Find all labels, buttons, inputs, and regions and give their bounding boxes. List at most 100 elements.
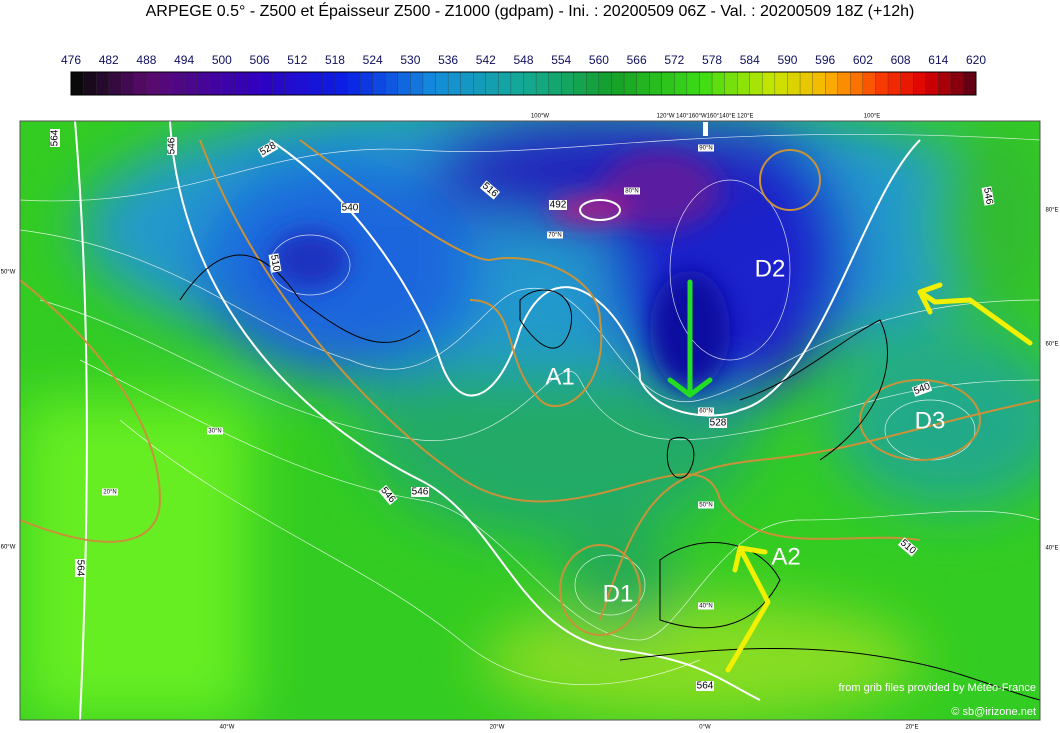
contour-label: 564 <box>50 129 61 146</box>
colorbar-cell <box>850 71 864 96</box>
graticule-label: 120°W 140°160°W160°140°E 120°E <box>656 114 753 120</box>
contour-label: 528 <box>710 418 727 429</box>
contour-label: 546 <box>412 487 429 498</box>
colorbar-cell <box>837 71 851 96</box>
colorbar-cell <box>246 71 260 96</box>
colorbar-cell <box>573 71 587 96</box>
pressure-system-label: A2 <box>771 543 800 570</box>
colorbar-cell <box>887 71 902 96</box>
colorbar-cell <box>347 71 361 96</box>
graticule-label: 60°E <box>1045 342 1058 348</box>
colorbar-cell <box>636 71 650 96</box>
contour-label-bg <box>911 381 933 397</box>
colorbar-cell <box>397 71 411 96</box>
contour <box>269 234 351 296</box>
colorbar-cell <box>121 71 135 96</box>
colorbar-cell <box>146 71 160 96</box>
colorbar-cell <box>535 71 550 96</box>
colorbar-cell <box>385 71 399 96</box>
graticule-label-bg <box>547 231 563 239</box>
shade <box>560 530 680 630</box>
colorbar-cell <box>422 71 436 96</box>
contour-label-bg <box>257 140 279 158</box>
colorbar-cell <box>158 71 173 96</box>
colorbar-label: 554 <box>551 53 571 67</box>
colorbar-cell <box>83 71 97 96</box>
colorbar-cell <box>938 71 952 96</box>
colorbar-cell <box>485 71 499 96</box>
contour-label: 546 <box>981 187 995 206</box>
contour <box>559 544 641 636</box>
graticule-label: 20°E <box>905 725 918 731</box>
contour <box>669 179 791 361</box>
graticule-label: 0°W <box>699 725 711 731</box>
contour-label-bg <box>709 418 727 428</box>
colorbar-cell <box>586 71 600 96</box>
colorbar-label: 572 <box>664 53 684 67</box>
arrows <box>667 279 1033 673</box>
graticule-label: 20°W <box>490 725 505 731</box>
shade <box>20 400 250 720</box>
colorbar-cell <box>510 71 524 96</box>
credit: from grib files provided by Météo-France <box>839 682 1036 694</box>
colorbar-label: 518 <box>325 53 345 67</box>
coast <box>179 254 421 343</box>
colorbar-cell <box>108 71 122 96</box>
contour-label-bg <box>897 537 919 557</box>
contour-label-bg <box>341 203 359 213</box>
shade <box>830 330 1040 510</box>
graticule-label: 70°N <box>548 233 561 239</box>
colorbar-frame <box>70 71 977 96</box>
contour-label: 492 <box>550 200 567 211</box>
colorbar-cell <box>787 71 801 96</box>
field-shading <box>20 121 1040 720</box>
main-contours <box>74 121 921 720</box>
contour-label-bg <box>479 180 501 200</box>
colorbar-cell <box>799 71 814 96</box>
colorbar-label: 584 <box>740 53 760 67</box>
coast <box>659 542 781 629</box>
colorbar-cell <box>297 71 311 96</box>
graticule-label: 20°N <box>103 490 116 496</box>
pressure-system-label: D2 <box>755 255 786 282</box>
coast <box>519 289 573 349</box>
map <box>20 121 1040 720</box>
colorbar-cell <box>171 71 185 96</box>
colorbar-cell <box>711 71 726 96</box>
colorbar-label: 578 <box>702 53 722 67</box>
contour <box>119 419 701 686</box>
contour-label-bg <box>549 200 567 210</box>
colorbar-label: 608 <box>891 53 911 67</box>
pressure-system-label: A1 <box>545 363 574 390</box>
colorbar-cell <box>661 71 675 96</box>
contour <box>574 554 646 616</box>
contour <box>79 359 1040 641</box>
colorbar-label: 590 <box>777 53 797 67</box>
colorbar-cell <box>674 71 688 96</box>
coast <box>739 319 888 461</box>
contour <box>20 133 1040 202</box>
colorbar-cell <box>196 71 210 96</box>
contour <box>579 199 621 221</box>
colorbar-label: 530 <box>400 53 420 67</box>
colorbar-label: 476 <box>61 53 81 67</box>
graticule-label: 100°E <box>864 114 880 120</box>
arrow <box>667 279 713 398</box>
colorbar-label: 602 <box>853 53 873 67</box>
graticule-label: 80°E <box>1045 208 1058 214</box>
colorbar-cell <box>523 71 537 96</box>
colorbar-cell <box>460 71 474 96</box>
colorbar-cell <box>925 71 939 96</box>
contour-label-bg <box>75 559 85 577</box>
colorbar-cell <box>447 71 462 96</box>
pressure-system-label: D1 <box>603 580 634 607</box>
colorbar-cell <box>762 71 776 96</box>
arrow <box>725 545 771 673</box>
colorbar-label: 614 <box>928 53 948 67</box>
colorbar-label: 488 <box>136 53 156 67</box>
graticule-label-bg <box>207 427 223 435</box>
colorbar-label: 542 <box>476 53 496 67</box>
contour-label: 564 <box>697 681 714 692</box>
core-shading <box>270 150 730 390</box>
